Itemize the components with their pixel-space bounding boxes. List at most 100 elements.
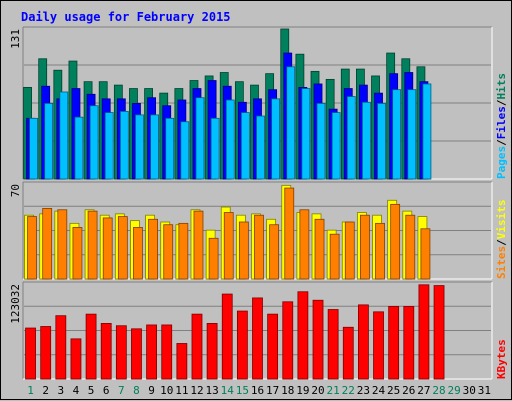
- bar-sites-day-19: [299, 209, 310, 280]
- bar-kbytes-day-15: [236, 310, 248, 380]
- bar-sites-day-3: [57, 209, 68, 280]
- bar-sites-day-22: [344, 221, 355, 280]
- bar-kbytes-day-13: [206, 323, 218, 380]
- bar-sites-day-13: [208, 237, 219, 280]
- x-tick-label: 23: [357, 384, 370, 397]
- bar-kbytes-day-1: [25, 327, 36, 380]
- bar-sites-day-14: [223, 212, 234, 280]
- bar-kbytes-day-10: [161, 324, 173, 380]
- panel-visits-sites: 70 Sites/Visits: [9, 181, 508, 280]
- x-tick-label: 5: [88, 384, 95, 397]
- bar-sites-day-21: [329, 233, 340, 280]
- bar-pages-day-18: [286, 66, 296, 180]
- bar-sites-day-8: [133, 227, 143, 280]
- x-tick-label: 31: [478, 384, 491, 397]
- y-max-label: 131: [9, 29, 22, 49]
- bar-sites-day-6: [102, 217, 113, 280]
- x-tick-label: 3: [58, 384, 65, 397]
- legend-pages: Pages: [495, 146, 508, 179]
- bar-pages-day-14: [225, 99, 235, 180]
- x-tick-label: 20: [311, 384, 324, 397]
- series-legend: KBytes: [495, 339, 508, 379]
- bar-pages-day-21: [331, 112, 341, 180]
- legend-separator: /: [495, 99, 508, 106]
- x-tick-label: 13: [205, 384, 218, 397]
- bar-pages-day-20: [316, 103, 326, 180]
- bar-sites-day-9: [148, 218, 158, 280]
- bar-pages-day-2: [44, 103, 54, 180]
- bar-kbytes-day-17: [267, 313, 279, 380]
- bar-pages-day-19: [301, 88, 311, 180]
- bar-kbytes-day-23: [358, 304, 369, 380]
- series-legend: Pages/Files/Hits: [495, 73, 508, 179]
- bar-kbytes-day-27: [418, 284, 430, 380]
- chart-title: Daily usage for February 2015: [21, 10, 231, 24]
- bar-sites-day-16: [254, 214, 264, 280]
- x-tick-label: 6: [103, 384, 110, 397]
- x-tick-label: 7: [118, 384, 125, 397]
- bar-sites-day-25: [390, 203, 401, 280]
- bar-pages-day-12: [195, 97, 205, 180]
- bar-kbytes-day-2: [40, 326, 52, 380]
- bar-pages-day-7: [119, 111, 129, 180]
- bar-pages-day-8: [135, 114, 144, 180]
- x-tick-label: 27: [417, 384, 430, 397]
- bar-kbytes-day-25: [388, 306, 400, 380]
- bar-sites-day-12: [193, 210, 204, 280]
- legend-separator: /: [495, 239, 508, 246]
- bar-kbytes-day-28: [433, 285, 445, 380]
- legend-visits: Visits: [495, 200, 508, 240]
- bar-sites-day-1: [27, 216, 37, 280]
- bar-sites-day-10: [163, 224, 174, 280]
- x-tick-label: 16: [251, 384, 264, 397]
- bar-sites-day-27: [420, 228, 431, 280]
- x-tick-label: 4: [73, 384, 80, 397]
- x-tick-label: 30: [463, 384, 476, 397]
- bar-sites-day-20: [314, 218, 325, 280]
- bar-kbytes-day-5: [85, 313, 97, 380]
- bar-pages-day-27: [422, 83, 432, 180]
- bar-sites-day-4: [72, 227, 83, 280]
- bar-pages-day-17: [271, 98, 281, 180]
- bar-kbytes-day-20: [312, 299, 324, 380]
- bar-pages-day-23: [362, 101, 371, 180]
- bar-pages-day-4: [74, 116, 84, 180]
- bar-sites-day-5: [87, 210, 98, 280]
- bar-kbytes-day-7: [115, 325, 127, 380]
- bar-sites-day-15: [238, 221, 249, 280]
- bar-sites-day-24: [375, 222, 385, 280]
- bar-kbytes-day-14: [221, 293, 233, 380]
- y-max-label: 123032: [9, 284, 22, 324]
- bar-kbytes-day-3: [55, 315, 67, 380]
- x-tick-label: 21: [327, 384, 340, 397]
- x-tick-label: 8: [133, 384, 140, 397]
- bar-pages-day-26: [407, 89, 417, 180]
- bar-sites-day-11: [178, 222, 189, 280]
- legend-hits: Hits: [495, 73, 508, 100]
- y-max-label: 70: [9, 184, 22, 197]
- x-tick-label: 15: [236, 384, 249, 397]
- bar-sites-day-7: [117, 216, 128, 280]
- bar-sites-day-17: [269, 224, 280, 280]
- x-tick-label: 1: [27, 384, 34, 397]
- bar-pages-day-9: [150, 114, 159, 180]
- bar-pages-day-5: [89, 105, 99, 180]
- bar-sites-day-2: [42, 208, 53, 280]
- series-legend: Sites/Visits: [495, 200, 508, 280]
- chart-panels: 131Pages/Files/Hits70Sites/Visits123032K…: [9, 26, 508, 380]
- bar-pages-day-25: [392, 89, 402, 180]
- x-tick-label: 22: [342, 384, 355, 397]
- bar-kbytes-day-4: [70, 338, 82, 380]
- bar-sites-day-23: [360, 214, 370, 280]
- x-tick-label: 26: [402, 384, 415, 397]
- x-tick-label: 18: [281, 384, 294, 397]
- x-tick-label: 11: [175, 384, 188, 397]
- bar-kbytes-day-11: [176, 343, 188, 380]
- x-tick-label: 9: [148, 384, 155, 397]
- bar-pages-day-6: [104, 112, 114, 180]
- legend-files: Files: [495, 106, 508, 139]
- x-tick-label: 28: [432, 384, 445, 397]
- bar-sites-day-26: [405, 214, 416, 280]
- bar-kbytes-day-24: [373, 311, 384, 380]
